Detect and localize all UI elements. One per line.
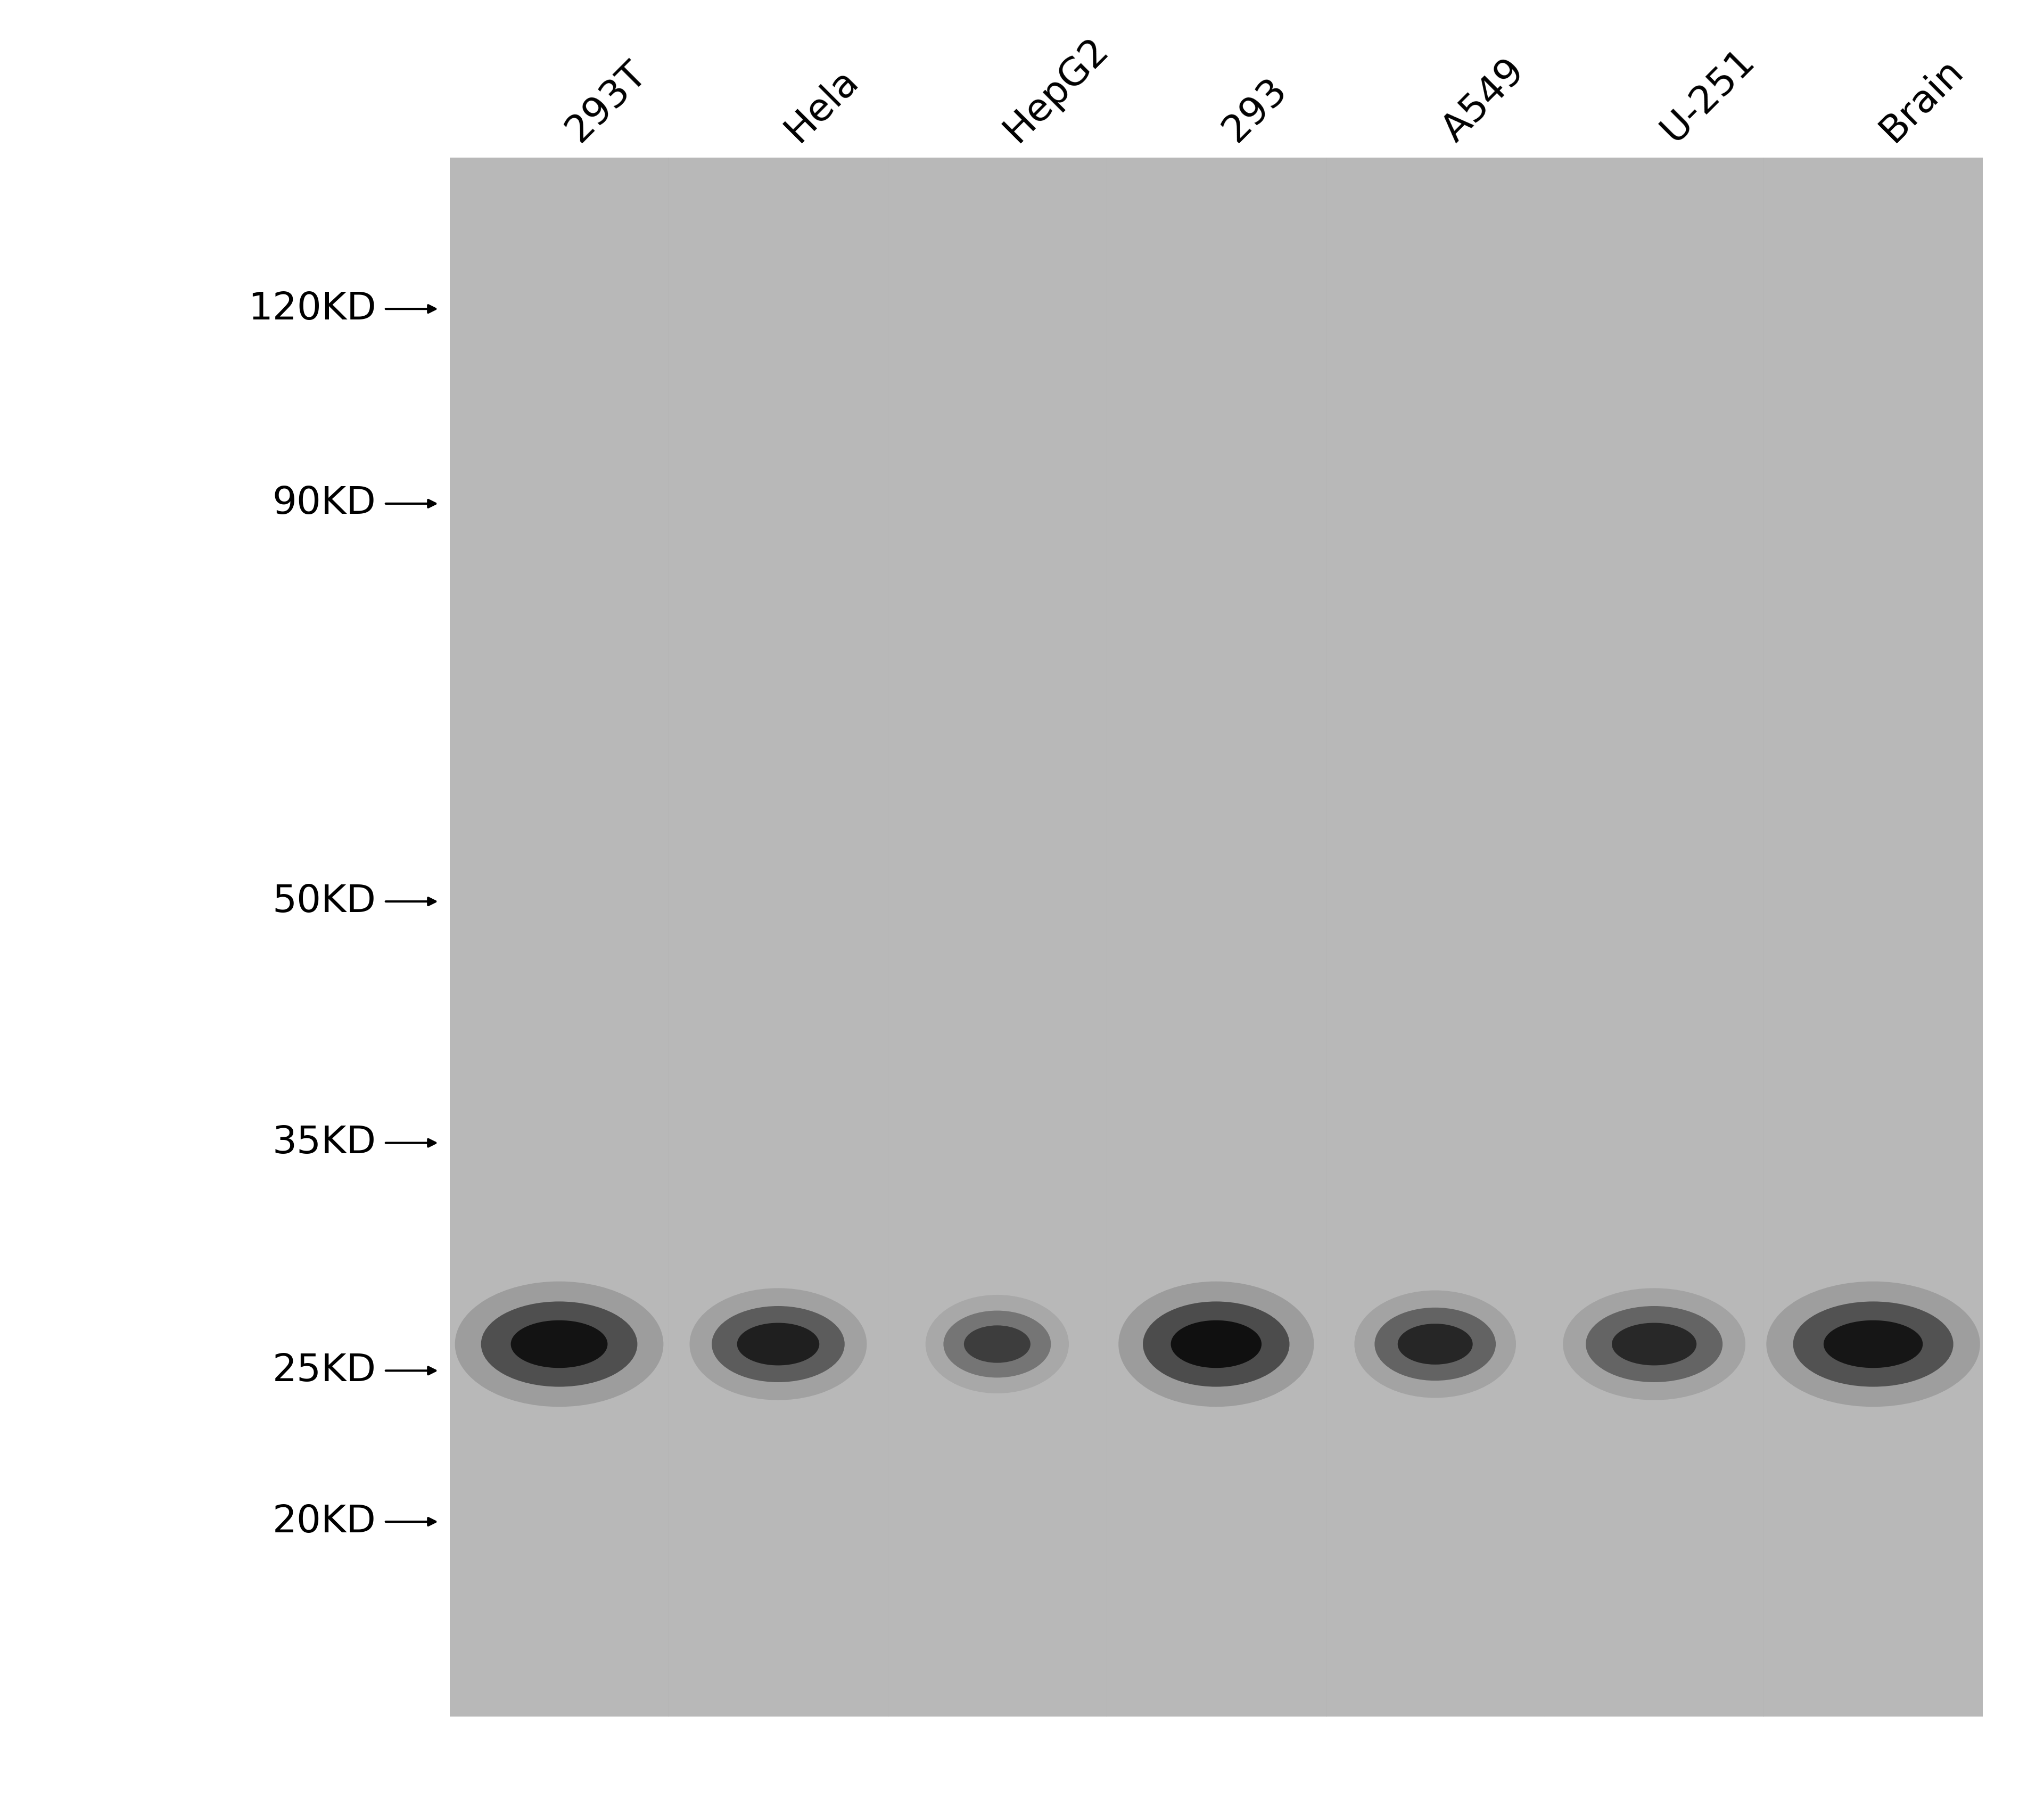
Ellipse shape [1118, 1282, 1314, 1407]
Ellipse shape [711, 1306, 844, 1382]
Text: Hela: Hela [779, 61, 865, 148]
Ellipse shape [456, 1282, 664, 1407]
Ellipse shape [1143, 1302, 1290, 1387]
Text: 25KD: 25KD [272, 1353, 376, 1389]
Ellipse shape [1586, 1306, 1723, 1382]
Ellipse shape [1398, 1324, 1472, 1365]
Ellipse shape [1766, 1282, 1981, 1407]
Ellipse shape [1374, 1308, 1496, 1380]
Text: 20KD: 20KD [272, 1503, 376, 1541]
Ellipse shape [1793, 1302, 1954, 1387]
Text: 293: 293 [1216, 70, 1294, 148]
Ellipse shape [1823, 1320, 1923, 1367]
Ellipse shape [926, 1295, 1069, 1394]
Text: Brain: Brain [1872, 52, 1970, 148]
Ellipse shape [1564, 1288, 1746, 1400]
Text: 293T: 293T [560, 54, 654, 148]
Ellipse shape [944, 1311, 1051, 1378]
Ellipse shape [738, 1322, 820, 1365]
Ellipse shape [689, 1288, 867, 1400]
Text: 50KD: 50KD [272, 883, 376, 919]
Ellipse shape [965, 1326, 1030, 1364]
Text: HepG2: HepG2 [997, 31, 1116, 148]
Text: U-251: U-251 [1654, 42, 1762, 148]
Ellipse shape [1355, 1289, 1517, 1398]
Text: 35KD: 35KD [272, 1125, 376, 1161]
Text: A549: A549 [1435, 52, 1531, 148]
Ellipse shape [480, 1302, 638, 1387]
Bar [450, 157, 1983, 1716]
Ellipse shape [1613, 1322, 1697, 1365]
Ellipse shape [511, 1320, 607, 1367]
Text: 120KD: 120KD [247, 291, 376, 327]
Text: 90KD: 90KD [272, 486, 376, 522]
Ellipse shape [1171, 1320, 1261, 1367]
